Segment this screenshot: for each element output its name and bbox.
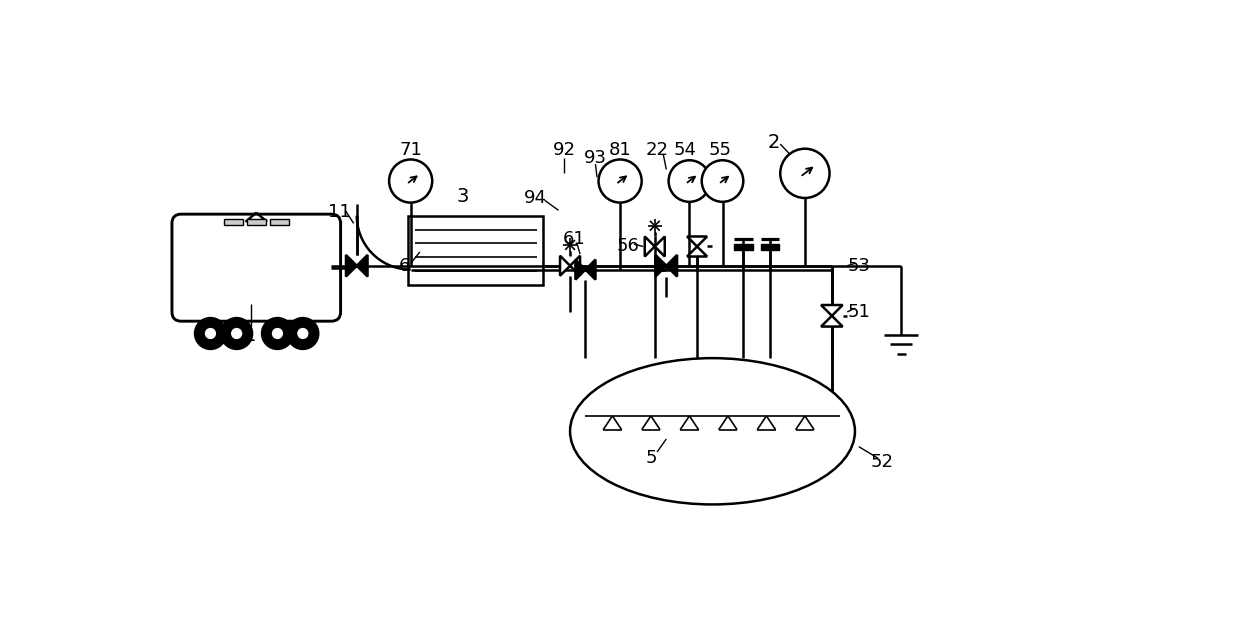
Polygon shape xyxy=(346,255,357,277)
Circle shape xyxy=(780,149,830,198)
Circle shape xyxy=(389,160,433,203)
Bar xyxy=(408,216,543,285)
Polygon shape xyxy=(821,305,843,316)
Circle shape xyxy=(668,160,711,202)
Text: 93: 93 xyxy=(584,149,606,167)
Circle shape xyxy=(288,318,319,349)
Text: 6: 6 xyxy=(399,257,410,275)
Text: 11: 11 xyxy=(327,203,351,221)
Text: 94: 94 xyxy=(523,189,547,207)
Circle shape xyxy=(221,318,252,349)
Text: 22: 22 xyxy=(646,141,668,159)
Polygon shape xyxy=(570,256,580,276)
Bar xyxy=(734,244,753,251)
Bar xyxy=(761,244,780,251)
Polygon shape xyxy=(560,256,570,276)
Polygon shape xyxy=(575,259,585,280)
Polygon shape xyxy=(357,255,367,277)
Text: 92: 92 xyxy=(552,141,575,159)
Text: 61: 61 xyxy=(563,230,585,248)
Circle shape xyxy=(262,318,293,349)
Polygon shape xyxy=(655,237,665,256)
Text: 71: 71 xyxy=(399,141,422,159)
FancyBboxPatch shape xyxy=(172,214,341,321)
Polygon shape xyxy=(645,237,655,256)
Circle shape xyxy=(599,160,641,203)
Polygon shape xyxy=(666,255,677,277)
Bar xyxy=(223,219,243,225)
Circle shape xyxy=(702,160,743,202)
Text: 5: 5 xyxy=(645,449,657,467)
Text: 55: 55 xyxy=(709,141,732,159)
Text: 3: 3 xyxy=(456,187,469,206)
Bar xyxy=(247,219,265,225)
Text: 56: 56 xyxy=(616,237,640,256)
Text: 51: 51 xyxy=(847,303,870,321)
Text: 52: 52 xyxy=(870,453,893,471)
Polygon shape xyxy=(585,259,595,280)
Polygon shape xyxy=(821,316,843,326)
Polygon shape xyxy=(687,247,707,256)
Text: 53: 53 xyxy=(847,257,870,275)
Text: 1: 1 xyxy=(244,326,257,345)
Polygon shape xyxy=(656,255,666,277)
Text: 2: 2 xyxy=(768,133,780,152)
Circle shape xyxy=(232,329,242,338)
Polygon shape xyxy=(687,237,707,247)
Ellipse shape xyxy=(570,358,854,504)
Text: 54: 54 xyxy=(675,141,697,159)
Circle shape xyxy=(273,329,283,338)
Circle shape xyxy=(195,318,226,349)
Circle shape xyxy=(206,329,216,338)
Circle shape xyxy=(298,329,308,338)
Bar xyxy=(270,219,289,225)
Text: 81: 81 xyxy=(609,141,631,159)
